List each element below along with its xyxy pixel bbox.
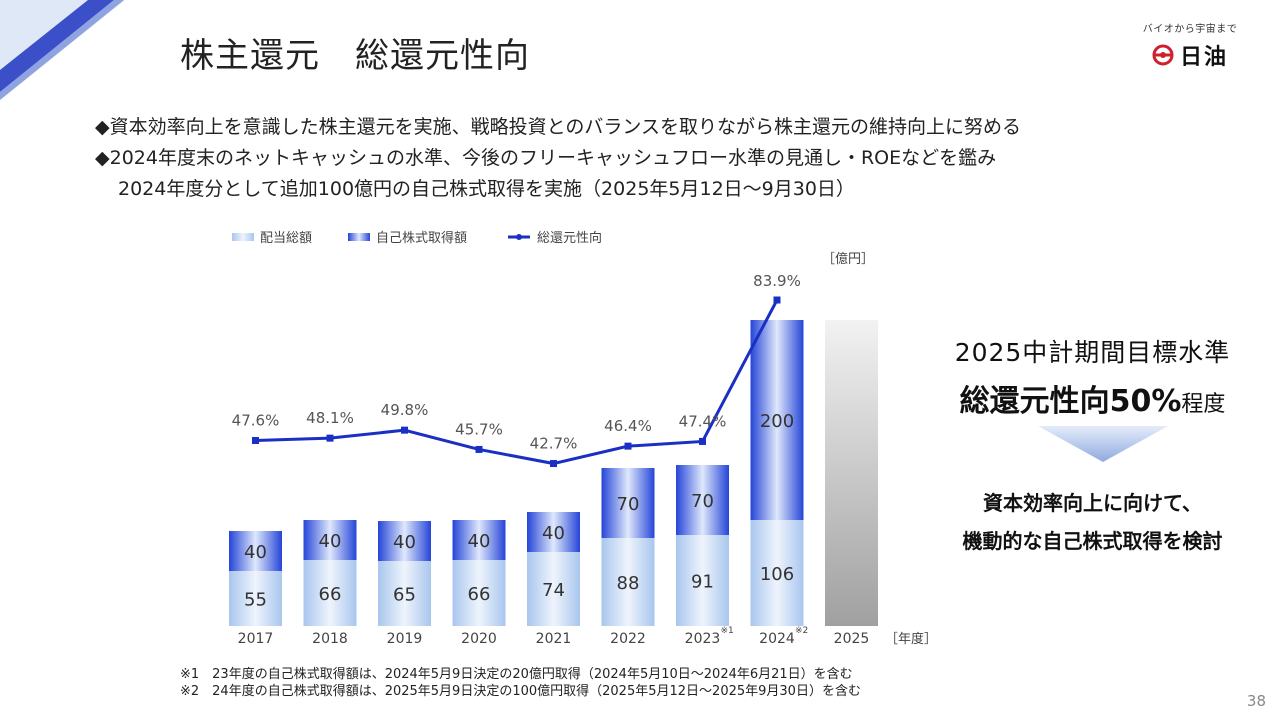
payout-ratio-point <box>401 426 408 434</box>
data-label-dividends: 65 <box>393 585 416 606</box>
bullet-2-continuation: 2024年度分として追加100億円の自己株式取得を実施（2025年5月12日～9… <box>118 178 855 200</box>
payout-ratio-point <box>624 442 632 450</box>
data-label-buyback: 70 <box>617 494 640 515</box>
bar-buyback <box>229 531 282 571</box>
payout-ratio-line <box>255 299 779 466</box>
logo-name: 日油 <box>1179 45 1228 70</box>
legend-swatch-buyback <box>348 233 370 241</box>
target-title: 2025中計期間目標水準 <box>954 338 1231 367</box>
data-label-buyback: 40 <box>319 531 342 552</box>
forecast-bar <box>825 320 878 626</box>
data-label-buyback: 200 <box>760 411 794 432</box>
x-tick-label: 2022 <box>610 631 646 647</box>
bar-dividends <box>750 520 804 626</box>
legend-label-buyback: 自己株式取得額 <box>376 230 467 246</box>
bar-dividends <box>452 560 506 626</box>
payout-ratio-label: 48.1% <box>306 409 354 427</box>
bar-dividends <box>229 571 282 626</box>
bar-buyback <box>378 521 431 561</box>
y-unit-label: ［億円］ <box>822 251 874 267</box>
labels-layer: 55 40 47.6% 2017 66 40 48.1% 2018 65 40 49.8% 2019 6… <box>232 272 870 647</box>
payout-ratio-label: 83.9% <box>753 272 801 290</box>
chart-legend: 配当総額 自己株式取得額 総還元性向 <box>232 230 602 246</box>
payout-ratio-label: 47.4% <box>679 412 727 430</box>
x-tick-label: 2017 <box>238 631 274 647</box>
target-suffix: 程度 <box>1181 392 1226 417</box>
bar-buyback <box>527 512 580 552</box>
target-value: 総還元性向50% <box>959 384 1182 419</box>
payout-line-layer <box>252 296 781 468</box>
down-arrow-icon <box>1038 426 1168 462</box>
bar-dividends <box>601 538 655 626</box>
payout-ratio-label: 49.8% <box>381 401 429 419</box>
x-tick-label: 2023 <box>685 631 721 647</box>
footnotes: ※1 23年度の自己株式取得額は、2024年5月9日決定の20億円取得（2024… <box>180 666 861 700</box>
bar-dividends <box>303 560 357 626</box>
data-label-buyback: 40 <box>244 542 267 563</box>
bar-buyback <box>676 465 729 535</box>
bar-dividends <box>378 561 431 626</box>
bullet-list: ◆資本効率向上を意識した株主還元を実施、戦略投資とのバランスを取りながら株主還元… <box>95 112 1021 205</box>
legend-label-payout: 総還元性向 <box>537 230 602 246</box>
data-label-dividends: 55 <box>244 590 267 611</box>
x-tick-label: 2019 <box>387 631 423 647</box>
x-tick-label: 2021 <box>536 631 572 647</box>
bar-buyback <box>452 520 506 560</box>
payout-ratio-label: 47.6% <box>232 412 280 430</box>
conclusion-line-1: 資本効率向上に向けて、 <box>983 491 1202 515</box>
x-unit-label: ［年度］ <box>885 631 930 647</box>
payout-ratio-point <box>252 437 259 444</box>
page-number: 38 <box>1246 692 1266 710</box>
bar-buyback <box>750 320 804 520</box>
legend-swatch-dividends <box>232 233 254 241</box>
data-label-dividends: 91 <box>691 572 714 593</box>
footnote-2: ※2 24年度の自己株式取得額は、2025年5月9日決定の100億円取得（202… <box>180 684 861 699</box>
x-tick-footnote-mark: ※1 <box>721 626 734 636</box>
payout-ratio-point <box>699 437 706 445</box>
legend-marker-payout <box>516 234 522 240</box>
target-statement: 総還元性向50%程度 <box>925 376 1260 420</box>
x-tick-label: 2025 <box>834 631 870 647</box>
payout-ratio-label: 42.7% <box>530 435 578 453</box>
bar-buyback <box>303 520 357 560</box>
corner-decoration <box>0 0 125 100</box>
bullet-2: ◆2024年度末のネットキャッシュの水準、今後のフリーキャッシュフロー水準の見通… <box>95 147 997 169</box>
payout-ratio-point <box>475 445 483 453</box>
footnote-1: ※1 23年度の自己株式取得額は、2024年5月9日決定の20億円取得（2024… <box>180 667 853 682</box>
shareholder-return-chart: 配当総額 自己株式取得額 総還元性向 ［億円］ ［年度］ 55 40 47.6% 20… <box>229 230 930 647</box>
data-label-buyback: 40 <box>542 523 565 544</box>
payout-ratio-label: 46.4% <box>604 417 652 435</box>
payout-ratio-point <box>773 296 781 304</box>
x-tick-footnote-mark: ※2 <box>795 626 808 636</box>
payout-ratio-label: 45.7% <box>455 420 503 438</box>
data-label-buyback: 40 <box>393 532 416 553</box>
payout-ratio-point <box>326 434 334 442</box>
logo-tagline: バイオから宇宙まで <box>1142 24 1238 35</box>
data-label-dividends: 88 <box>617 573 640 594</box>
x-tick-label: 2024 <box>759 631 795 647</box>
company-logo: バイオから宇宙まで 日油 <box>1134 20 1246 71</box>
bar-dividends <box>676 535 729 626</box>
conclusion-line-2: 機動的な自己株式取得を検討 <box>962 529 1223 553</box>
bullet-1: ◆資本効率向上を意識した株主還元を実施、戦略投資とのバランスを取りながら株主還元… <box>95 116 1022 138</box>
x-tick-label: 2018 <box>312 631 348 647</box>
payout-ratio-point <box>550 460 557 468</box>
data-label-buyback: 70 <box>691 491 714 512</box>
bars-layer <box>229 320 878 626</box>
data-label-dividends: 66 <box>319 584 342 605</box>
bar-buyback <box>601 468 655 538</box>
logo-mark-icon <box>1152 44 1174 66</box>
conclusion-text: 資本効率向上に向けて、 機動的な自己株式取得を検討 <box>925 484 1260 560</box>
bar-dividends <box>527 552 580 626</box>
x-tick-label: 2020 <box>461 631 497 647</box>
legend-label-dividends: 配当総額 <box>260 231 312 246</box>
page-title: 株主還元 総還元性向 <box>180 36 530 76</box>
data-label-buyback: 40 <box>468 531 491 552</box>
data-label-dividends: 66 <box>468 584 491 605</box>
data-label-dividends: 106 <box>760 564 794 585</box>
data-label-dividends: 74 <box>542 580 565 601</box>
